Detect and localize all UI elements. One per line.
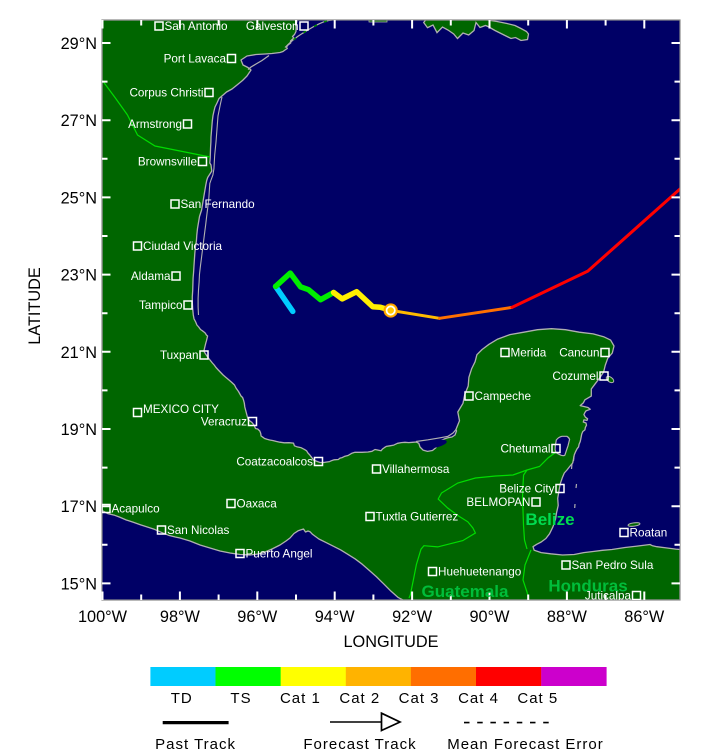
- svg-text:Cat 3: Cat 3: [399, 690, 440, 707]
- svg-text:Juticalpa: Juticalpa: [585, 590, 632, 603]
- svg-text:Honduras: Honduras: [548, 577, 627, 596]
- svg-text:Roatan: Roatan: [630, 527, 668, 540]
- svg-text:Cat 1: Cat 1: [280, 690, 321, 707]
- svg-text:Merida: Merida: [511, 347, 547, 360]
- svg-text:92°W: 92°W: [392, 608, 433, 626]
- svg-text:Past Track: Past Track: [155, 736, 236, 753]
- svg-text:Tuxpan: Tuxpan: [160, 349, 199, 362]
- svg-text:Port Lavaca: Port Lavaca: [164, 53, 227, 66]
- svg-text:19°N: 19°N: [61, 421, 97, 439]
- svg-text:TD: TD: [171, 690, 193, 707]
- svg-text:Armstrong: Armstrong: [128, 118, 182, 131]
- svg-text:Acapulco: Acapulco: [112, 503, 161, 516]
- svg-text:17°N: 17°N: [61, 498, 97, 516]
- svg-text:Ciudad Victoria: Ciudad Victoria: [143, 240, 223, 253]
- svg-text:Cat 2: Cat 2: [339, 690, 380, 707]
- svg-text:23°N: 23°N: [61, 267, 97, 285]
- svg-text:MEXICO CITY: MEXICO CITY: [143, 403, 219, 416]
- svg-text:Oaxaca: Oaxaca: [237, 498, 278, 511]
- svg-text:Forecast Track: Forecast Track: [303, 736, 416, 753]
- svg-text:Cancun: Cancun: [559, 347, 599, 360]
- svg-text:LONGITUDE: LONGITUDE: [344, 633, 439, 651]
- svg-text:San Pedro Sula: San Pedro Sula: [572, 559, 654, 572]
- svg-text:96°W: 96°W: [237, 608, 278, 626]
- svg-text:27°N: 27°N: [61, 112, 97, 130]
- svg-text:LATITUDE: LATITUDE: [26, 267, 44, 345]
- svg-text:88°W: 88°W: [547, 608, 588, 626]
- svg-text:San Antonio: San Antonio: [165, 20, 229, 33]
- svg-text:29°N: 29°N: [61, 35, 97, 53]
- svg-text:San Nicolas: San Nicolas: [167, 524, 230, 537]
- svg-text:21°N: 21°N: [61, 344, 97, 362]
- svg-text:100°W: 100°W: [78, 608, 128, 626]
- svg-text:Cozumel: Cozumel: [552, 370, 598, 383]
- svg-text:Tampico: Tampico: [139, 299, 183, 312]
- svg-text:TS: TS: [230, 690, 251, 707]
- svg-text:Belize City: Belize City: [499, 483, 554, 496]
- svg-text:Belize: Belize: [525, 510, 574, 529]
- svg-text:San Fernando: San Fernando: [181, 198, 256, 211]
- svg-text:94°W: 94°W: [315, 608, 356, 626]
- svg-text:Coatzacoalcos: Coatzacoalcos: [236, 456, 313, 469]
- svg-text:Tuxtla Gutierrez: Tuxtla Gutierrez: [376, 511, 459, 524]
- svg-text:Cat 4: Cat 4: [458, 690, 499, 707]
- svg-text:Cat 5: Cat 5: [517, 690, 558, 707]
- svg-text:Aldama: Aldama: [131, 270, 171, 283]
- svg-text:25°N: 25°N: [61, 189, 97, 207]
- svg-text:Guatemala: Guatemala: [422, 582, 509, 601]
- svg-text:15°N: 15°N: [61, 575, 97, 593]
- svg-text:Mean Forecast Error: Mean Forecast Error: [447, 736, 604, 753]
- svg-text:Villahermosa: Villahermosa: [382, 463, 450, 476]
- svg-text:Galveston: Galveston: [246, 20, 299, 33]
- svg-text:98°W: 98°W: [160, 608, 201, 626]
- svg-text:Puerto Angel: Puerto Angel: [246, 548, 313, 561]
- svg-text:Campeche: Campeche: [475, 390, 532, 403]
- svg-text:Brownsville: Brownsville: [138, 156, 197, 169]
- svg-text:90°W: 90°W: [470, 608, 511, 626]
- svg-text:Chetumal: Chetumal: [500, 443, 550, 456]
- svg-text:86°W: 86°W: [624, 608, 665, 626]
- svg-text:Huehuetenango: Huehuetenango: [438, 566, 522, 579]
- svg-text:Veracruz: Veracruz: [201, 416, 247, 429]
- svg-text:BELMOPAN: BELMOPAN: [466, 496, 530, 509]
- svg-text:Corpus Christi: Corpus Christi: [129, 87, 203, 100]
